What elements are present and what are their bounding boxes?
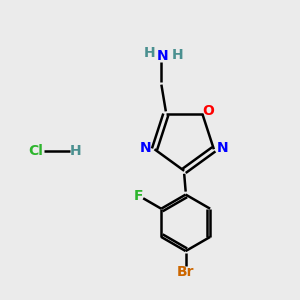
Text: F: F xyxy=(134,189,143,202)
Text: H: H xyxy=(171,49,183,62)
Text: H: H xyxy=(144,46,155,59)
Text: O: O xyxy=(202,104,214,118)
Text: N: N xyxy=(157,50,169,63)
Text: N: N xyxy=(140,141,152,155)
Text: N: N xyxy=(217,141,229,155)
Text: H: H xyxy=(70,145,82,158)
Text: Cl: Cl xyxy=(28,145,43,158)
Text: Br: Br xyxy=(177,265,194,279)
